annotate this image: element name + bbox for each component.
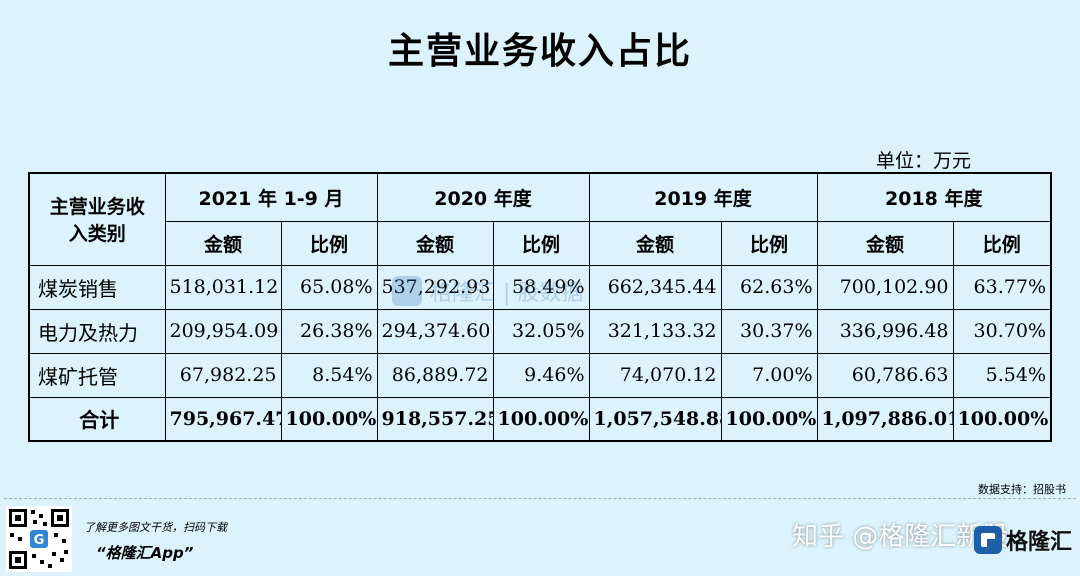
amount-cell: 209,954.09	[164, 308, 282, 354]
app-name: “格隆汇App”	[96, 544, 194, 562]
total-row: 合计 795,967.47 100.00% 918,557.25 100.00%…	[28, 396, 1052, 442]
table-row: 煤矿托管 67,982.25 8.54% 86,889.72 9.46% 74,…	[28, 352, 1052, 398]
amount-cell: 537,292.93	[376, 264, 494, 310]
year-header: 2019 年度	[588, 172, 818, 222]
ratio-cell: 30.37%	[720, 308, 818, 354]
corner-header: 主营业务收 入类别	[28, 172, 166, 266]
corner-header-line-2: 入类别	[68, 223, 126, 246]
amount-cell: 918,557.25	[376, 396, 494, 442]
amount-header: 金额	[164, 220, 282, 266]
amount-header: 金额	[376, 220, 494, 266]
amount-header: 金额	[816, 220, 954, 266]
ratio-cell: 100.00%	[952, 396, 1052, 442]
amount-cell: 60,786.63	[816, 352, 954, 398]
ratio-cell: 26.38%	[280, 308, 378, 354]
amount-cell: 294,374.60	[376, 308, 494, 354]
ratio-cell: 62.63%	[720, 264, 818, 310]
row-label: 煤矿托管	[28, 352, 166, 398]
ratio-cell: 5.54%	[952, 352, 1052, 398]
source-note: 数据支持：招股书	[978, 483, 1066, 496]
page-title: 主营业务收入占比	[387, 31, 692, 72]
ratio-header: 比例	[720, 220, 818, 266]
revenue-table: 主营业务收 入类别 2021 年 1-9 月 2020 年度 2019 年度 2…	[28, 172, 1052, 442]
ratio-cell: 100.00%	[492, 396, 590, 442]
unit-label: 单位：万元	[876, 150, 972, 172]
svg-text:G: G	[34, 533, 45, 548]
row-label: 电力及热力	[28, 308, 166, 354]
amount-cell: 74,070.12	[588, 352, 722, 398]
amount-cell: 86,889.72	[376, 352, 494, 398]
ratio-cell: 7.00%	[720, 352, 818, 398]
year-header: 2021 年 1-9 月	[164, 172, 378, 222]
year-header: 2018 年度	[816, 172, 1052, 222]
amount-header: 金额	[588, 220, 722, 266]
row-label: 煤炭销售	[28, 264, 166, 310]
promo-text: 了解更多图文干货，扫码下载	[84, 521, 227, 534]
amount-cell: 662,345.44	[588, 264, 722, 310]
amount-cell: 67,982.25	[164, 352, 282, 398]
ratio-header: 比例	[280, 220, 378, 266]
ratio-cell: 9.46%	[492, 352, 590, 398]
ratio-cell: 100.00%	[280, 396, 378, 442]
corner-header-line-1: 主营业务收	[49, 196, 145, 219]
zhihu-watermark: 知乎 @格隆汇新股	[792, 522, 1009, 552]
ratio-header: 比例	[492, 220, 590, 266]
amount-cell: 1,097,886.01	[816, 396, 954, 442]
amount-cell: 795,967.47	[164, 396, 282, 442]
ratio-cell: 32.05%	[492, 308, 590, 354]
amount-cell: 336,996.48	[816, 308, 954, 354]
amount-cell: 700,102.90	[816, 264, 954, 310]
footer-divider	[4, 498, 1076, 499]
gelonghui-logo-icon	[974, 526, 1002, 554]
table-row: 煤炭销售 518,031.12 65.08% 537,292.93 58.49%…	[28, 264, 1052, 310]
amount-cell: 1,057,548.88	[588, 396, 722, 442]
ratio-header: 比例	[952, 220, 1052, 266]
ratio-cell: 63.77%	[952, 264, 1052, 310]
ratio-cell: 65.08%	[280, 264, 378, 310]
amount-cell: 518,031.12	[164, 264, 282, 310]
year-header: 2020 年度	[376, 172, 590, 222]
row-label: 合计	[28, 396, 166, 442]
ratio-cell: 30.70%	[952, 308, 1052, 354]
qr-code-icon: G	[6, 506, 72, 572]
ratio-cell: 58.49%	[492, 264, 590, 310]
amount-cell: 321,133.32	[588, 308, 722, 354]
table-row: 电力及热力 209,954.09 26.38% 294,374.60 32.05…	[28, 308, 1052, 354]
ratio-cell: 8.54%	[280, 352, 378, 398]
logo-text: 格隆汇	[1006, 530, 1073, 555]
ratio-cell: 100.00%	[720, 396, 818, 442]
